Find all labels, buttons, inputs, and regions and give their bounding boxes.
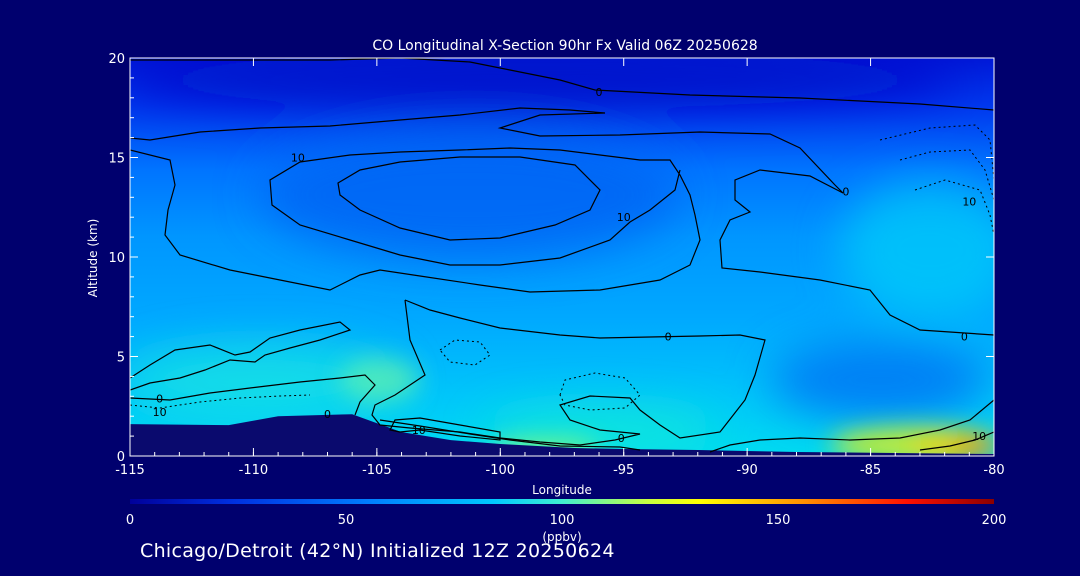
initialization-footer: Chicago/Detroit (42°N) Initialized 12Z 2… (140, 540, 615, 562)
contour-line-dashed (914, 179, 994, 236)
contour-line-dashed (879, 124, 994, 181)
contour-line (130, 58, 994, 111)
contour-line (130, 147, 701, 293)
colorbar: 0 50 100 150 200 (ppbv) (126, 499, 1007, 544)
contour-label: 0 (596, 86, 603, 99)
contour-label: 10 (962, 195, 976, 208)
x-axis: -115 -110 -105 -100 -95 -90 -85 -80 (115, 58, 1005, 478)
chart-title: CO Longitudinal X-Section 90hr Fx Valid … (372, 38, 757, 54)
contour-label: 10 (972, 430, 986, 443)
contour-line (130, 321, 352, 391)
colorbar-ticks: 0 50 100 150 200 (126, 513, 1007, 528)
x-tick-label: -115 (115, 463, 145, 478)
contour-line (337, 156, 601, 241)
contour-label: 0 (842, 185, 849, 198)
x-axis-label: Longitude (532, 483, 592, 497)
colorbar-tick-label: 0 (126, 513, 134, 528)
contour-line (130, 107, 844, 194)
x-tick-label: -85 (860, 463, 881, 478)
contour-line-dashed (559, 372, 641, 411)
contour-line (379, 419, 641, 451)
contour-line-dashed (899, 149, 994, 201)
contour-label: 10 (617, 211, 631, 224)
contour-label: 10 (291, 152, 305, 165)
colorbar-gradient (130, 499, 994, 504)
contour-line (130, 374, 376, 416)
contour-label: 10 (412, 424, 426, 437)
contour-line (709, 399, 994, 453)
x-tick-label: -95 (613, 463, 634, 478)
x-tick-label: -110 (239, 463, 269, 478)
contour-label: 0 (618, 432, 625, 445)
contour-label: 10 (153, 406, 167, 419)
colorbar-tick-label: 150 (766, 513, 791, 528)
terrain (130, 414, 994, 456)
y-tick-label: 5 (117, 351, 125, 366)
y-tick-label: 15 (108, 152, 125, 167)
contour-line (371, 299, 766, 446)
x-tick-label: -90 (737, 463, 758, 478)
contour-line (919, 431, 994, 451)
colorbar-tick-label: 50 (338, 513, 355, 528)
contour-lines (130, 58, 994, 453)
y-axis-label: Altitude (km) (86, 219, 100, 298)
y-tick-label: 20 (108, 52, 125, 67)
colorbar-unit: (ppbv) (542, 530, 581, 544)
contour-label: 0 (156, 392, 163, 405)
x-tick-label: -105 (362, 463, 392, 478)
contour-label: 0 (665, 331, 672, 344)
colorbar-tick-label: 200 (982, 513, 1007, 528)
y-tick-label: 10 (108, 251, 125, 266)
contour-line (389, 417, 501, 441)
contour-label: 0 (961, 331, 968, 344)
x-tick-label: -100 (486, 463, 516, 478)
contour-line (719, 169, 994, 336)
contour-line-dashed (130, 394, 311, 409)
y-tick-label: 0 (117, 450, 125, 465)
contour-label: 0 (324, 408, 331, 421)
x-tick-label: -80 (983, 463, 1004, 478)
y-axis: 0 5 10 15 20 (108, 52, 994, 465)
colorbar-tick-label: 100 (550, 513, 575, 528)
